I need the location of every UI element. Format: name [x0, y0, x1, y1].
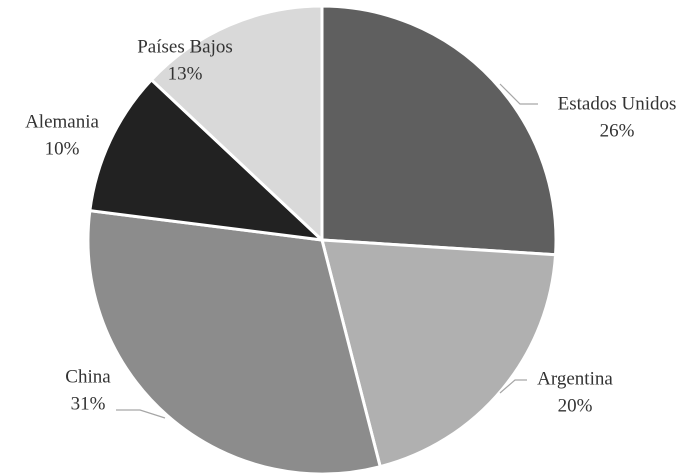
slice-label: China [65, 366, 111, 387]
slice-label: Estados Unidos [558, 93, 677, 114]
slice-value-label: 13% [168, 63, 203, 84]
slice [320, 4, 558, 257]
slice-value-label: 10% [45, 138, 80, 159]
slice [86, 209, 382, 473]
slice-value-label: 31% [71, 393, 106, 414]
leader-line [116, 409, 166, 419]
leader-line [499, 379, 527, 394]
slice [88, 78, 324, 242]
slice-label: Argentina [537, 368, 613, 389]
slice [149, 4, 324, 242]
leader-line [499, 83, 538, 105]
pie [86, 4, 558, 473]
slice-label: Alemania [25, 111, 99, 132]
slice [320, 238, 558, 469]
slice-label: Países Bajos [137, 36, 233, 57]
slice-value-label: 26% [600, 120, 635, 141]
slice-value-label: 20% [558, 395, 593, 416]
